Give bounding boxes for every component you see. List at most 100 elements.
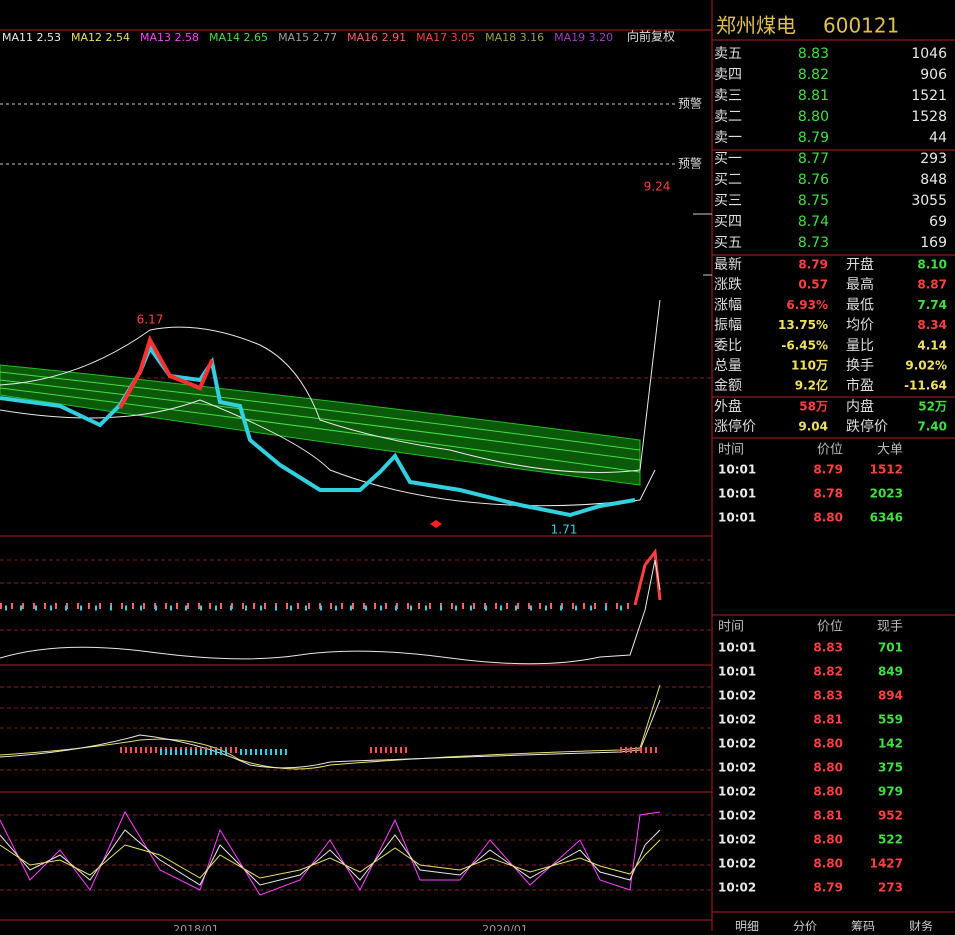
book-label: 买四 bbox=[714, 214, 742, 230]
book-volume: 44 bbox=[929, 130, 947, 146]
list-volume: 894 bbox=[878, 689, 903, 703]
stat-label: 最高 bbox=[846, 276, 874, 293]
list-time: 10:01 bbox=[718, 665, 756, 679]
list-volume: 559 bbox=[878, 713, 903, 727]
tab[interactable]: 明细 bbox=[735, 920, 759, 934]
stat-label: 涨停价 bbox=[714, 418, 756, 435]
list-price: 8.79 bbox=[813, 881, 843, 895]
list-time: 10:02 bbox=[718, 857, 756, 871]
book-volume: 3055 bbox=[911, 193, 947, 209]
stat-value: 8.10 bbox=[917, 258, 947, 272]
ma-legend: MA13 2.58 bbox=[140, 31, 199, 44]
stat-value: 52万 bbox=[918, 400, 947, 414]
list-time: 10:01 bbox=[718, 487, 756, 501]
list-time: 10:02 bbox=[718, 689, 756, 703]
book-label: 买一 bbox=[714, 151, 742, 167]
book-volume: 169 bbox=[920, 235, 947, 251]
list-time: 10:02 bbox=[718, 785, 756, 799]
stat-label: 涨跌 bbox=[714, 277, 742, 293]
list-time: 10:01 bbox=[718, 511, 756, 525]
book-price: 8.81 bbox=[798, 88, 829, 104]
book-price: 8.83 bbox=[798, 46, 829, 62]
stat-label: 最低 bbox=[846, 297, 874, 313]
stat-label: 市盈 bbox=[846, 377, 874, 394]
stat-value: 9.02% bbox=[905, 359, 947, 373]
stat-value: 9.2亿 bbox=[795, 378, 828, 393]
alert-lines bbox=[0, 103, 675, 165]
ma-legend: MA12 2.54 bbox=[71, 31, 130, 44]
ma-legend: MA16 2.91 bbox=[347, 31, 406, 44]
date-label: 2020/01 bbox=[482, 923, 528, 931]
list-price: 8.79 bbox=[813, 463, 843, 477]
adjust-label[interactable]: 向前复权 bbox=[627, 29, 675, 44]
alert-label: 预警 bbox=[678, 96, 702, 111]
book-price: 8.75 bbox=[798, 193, 829, 209]
stat-value: 7.74 bbox=[917, 298, 947, 312]
list-volume: 6346 bbox=[870, 511, 903, 525]
stat-value: 58万 bbox=[799, 400, 828, 414]
list-volume: 2023 bbox=[870, 487, 903, 501]
list-price: 8.82 bbox=[813, 665, 843, 679]
tab[interactable]: 分价 bbox=[793, 920, 817, 934]
book-volume: 1528 bbox=[911, 109, 947, 125]
tab[interactable]: 财务 bbox=[909, 919, 933, 934]
list-price: 8.81 bbox=[813, 713, 843, 727]
list-volume: 1512 bbox=[870, 463, 903, 477]
book-label: 卖四 bbox=[714, 67, 742, 83]
list-price: 8.81 bbox=[813, 809, 843, 823]
list-volume: 701 bbox=[878, 641, 903, 655]
stat-value: 13.75% bbox=[778, 318, 828, 332]
tab[interactable]: 筹码 bbox=[851, 920, 875, 934]
ma-legend: MA19 3.20 bbox=[554, 31, 613, 44]
book-price: 8.76 bbox=[798, 172, 829, 188]
book-volume: 1046 bbox=[911, 46, 947, 62]
ma-legend: MA17 3.05 bbox=[416, 31, 475, 44]
list-price: 8.80 bbox=[813, 857, 843, 871]
stat-value: 6.93% bbox=[786, 298, 828, 312]
list-time: 10:02 bbox=[718, 833, 756, 847]
list-volume: 979 bbox=[878, 785, 903, 799]
book-volume: 848 bbox=[920, 172, 947, 188]
list-price: 8.80 bbox=[813, 737, 843, 751]
list-header: 时间 bbox=[718, 620, 744, 635]
list-header: 价位 bbox=[817, 443, 843, 458]
stat-value: -11.64 bbox=[904, 379, 947, 393]
list-time: 10:02 bbox=[718, 761, 756, 775]
book-label: 卖二 bbox=[714, 109, 742, 125]
book-price: 8.80 bbox=[798, 109, 829, 125]
book-price: 8.74 bbox=[798, 214, 829, 230]
book-volume: 69 bbox=[929, 214, 947, 230]
ma-legend: MA14 2.65 bbox=[209, 31, 268, 44]
list-volume: 375 bbox=[878, 761, 903, 775]
list-time: 10:02 bbox=[718, 737, 756, 751]
ma-legend: MA15 2.77 bbox=[278, 31, 337, 44]
list-volume: 849 bbox=[878, 665, 903, 679]
stat-value: 110万 bbox=[791, 359, 828, 373]
list-volume: 1427 bbox=[870, 857, 903, 871]
list-price: 8.80 bbox=[813, 761, 843, 775]
stat-value: 8.79 bbox=[798, 258, 828, 272]
book-label: 买三 bbox=[714, 193, 742, 209]
list-header: 时间 bbox=[718, 443, 744, 458]
stock-name: 郑州煤电 bbox=[716, 14, 796, 38]
book-volume: 1521 bbox=[911, 88, 947, 104]
list-time: 10:01 bbox=[718, 641, 756, 655]
stat-label: 量比 bbox=[846, 338, 874, 354]
list-time: 10:01 bbox=[718, 463, 756, 477]
book-price: 8.79 bbox=[798, 130, 829, 146]
sub-charts bbox=[0, 548, 662, 896]
book-label: 卖三 bbox=[714, 88, 742, 104]
book-price: 8.82 bbox=[798, 67, 829, 83]
stat-value: 9.04 bbox=[798, 420, 828, 434]
book-volume: 906 bbox=[920, 67, 947, 83]
book-label: 买五 bbox=[714, 235, 742, 251]
alert-label: 预警 bbox=[678, 156, 702, 171]
high-label: 9.24 bbox=[644, 180, 671, 194]
date-label: 2018/01 bbox=[173, 923, 219, 931]
main-chart bbox=[0, 299, 661, 528]
list-price: 8.83 bbox=[813, 641, 843, 655]
list-time: 10:02 bbox=[718, 809, 756, 823]
stat-value: 0.57 bbox=[798, 278, 828, 292]
